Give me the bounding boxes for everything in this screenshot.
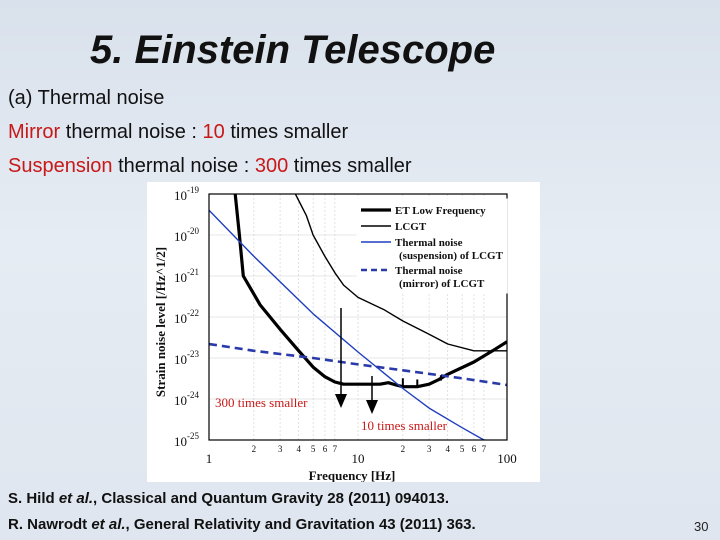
x-tick-label: 10	[352, 451, 365, 466]
mirror-thermal-line: Mirror thermal noise : 10 times smaller	[8, 120, 348, 144]
ref1-source: , Classical and Quantum Gravity 28 (2011…	[93, 490, 450, 507]
series-line-0	[233, 194, 507, 389]
y-tick-label: 10-24	[174, 390, 199, 408]
ref2-author: R. Nawrodt	[8, 516, 92, 533]
annotation-10-times: 10 times smaller	[361, 418, 448, 433]
suspension-suffix: times smaller	[288, 155, 412, 177]
subtitle-thermal-noise: (a) Thermal noise	[8, 87, 165, 109]
series-line-1	[294, 194, 507, 352]
x-tick-label: 7	[333, 444, 338, 454]
x-tick-label: 4	[296, 444, 301, 454]
y-tick-label: 10-20	[174, 226, 199, 244]
y-tick-label: 10-22	[174, 308, 199, 326]
x-tick-label: 6	[323, 444, 328, 454]
series-line-3	[209, 342, 507, 387]
legend-label: LCGT	[395, 221, 427, 233]
mirror-suffix: times smaller	[224, 121, 349, 143]
mirror-word: Mirror	[8, 121, 61, 143]
legend-label: ET Low Frequency	[395, 205, 486, 217]
mirror-factor: 10	[202, 121, 225, 143]
x-tick-label: 5	[460, 444, 465, 454]
x-tick-label: 7	[482, 444, 487, 454]
ref2-source: , General Relativity and Gravitation 43 …	[125, 516, 476, 533]
x-axis-label: Frequency [Hz]	[309, 468, 396, 482]
y-tick-label: 10-21	[174, 267, 199, 285]
suspension-word: Suspension	[8, 155, 113, 177]
y-tick-label: 10-25	[174, 431, 199, 449]
annotation-300-times: 300 times smaller	[215, 395, 308, 410]
ref2-etal: et al.	[91, 516, 126, 533]
ref1-etal: et al.	[58, 490, 94, 507]
reference-nawrodt: R. Nawrodt et al., General Relativity an…	[8, 516, 476, 533]
x-tick-label: 5	[311, 444, 316, 454]
ref1-author: S. Hild	[8, 490, 59, 507]
reference-hild: S. Hild et al., Classical and Quantum Gr…	[8, 490, 449, 507]
plot-frame	[208, 193, 508, 441]
x-tick-label: 2	[401, 444, 406, 454]
y-tick-label: 10-23	[174, 349, 199, 367]
slide-title: 5. Einstein Telescope	[90, 28, 496, 72]
page-number: 30	[694, 519, 709, 534]
suspension-text: thermal noise :	[112, 155, 255, 177]
legend-label: Thermal noise (suspension) of LCGT	[395, 237, 504, 262]
suspension-thermal-line: Suspension thermal noise : 300 times sma…	[8, 154, 412, 178]
x-tick-label: 4	[445, 444, 450, 454]
legend-label: Thermal noise (mirror) of LCGT	[395, 265, 485, 290]
y-tick-label: 10-19	[174, 185, 199, 203]
mirror-text: thermal noise :	[60, 121, 203, 143]
y-axis-label: Strain noise level [/Hz^1/2]	[153, 247, 168, 397]
x-tick-label: 1	[206, 451, 213, 466]
series-line-2	[209, 209, 492, 440]
x-tick-label: 6	[472, 444, 477, 454]
x-tick-label: 100	[497, 451, 517, 466]
x-tick-label: 3	[278, 444, 283, 454]
arrow-head-mirror	[366, 400, 378, 414]
x-tick-label: 2	[252, 444, 256, 454]
x-tick-label: 3	[427, 444, 432, 454]
noise-chart-figure: 10-19 10-20 10-21 10-22 10-23 10-24 10-25 1 2 3 4 5…	[147, 182, 540, 482]
arrow-head-suspension	[335, 394, 347, 408]
suspension-factor: 300	[254, 155, 289, 177]
legend-box	[356, 198, 508, 294]
